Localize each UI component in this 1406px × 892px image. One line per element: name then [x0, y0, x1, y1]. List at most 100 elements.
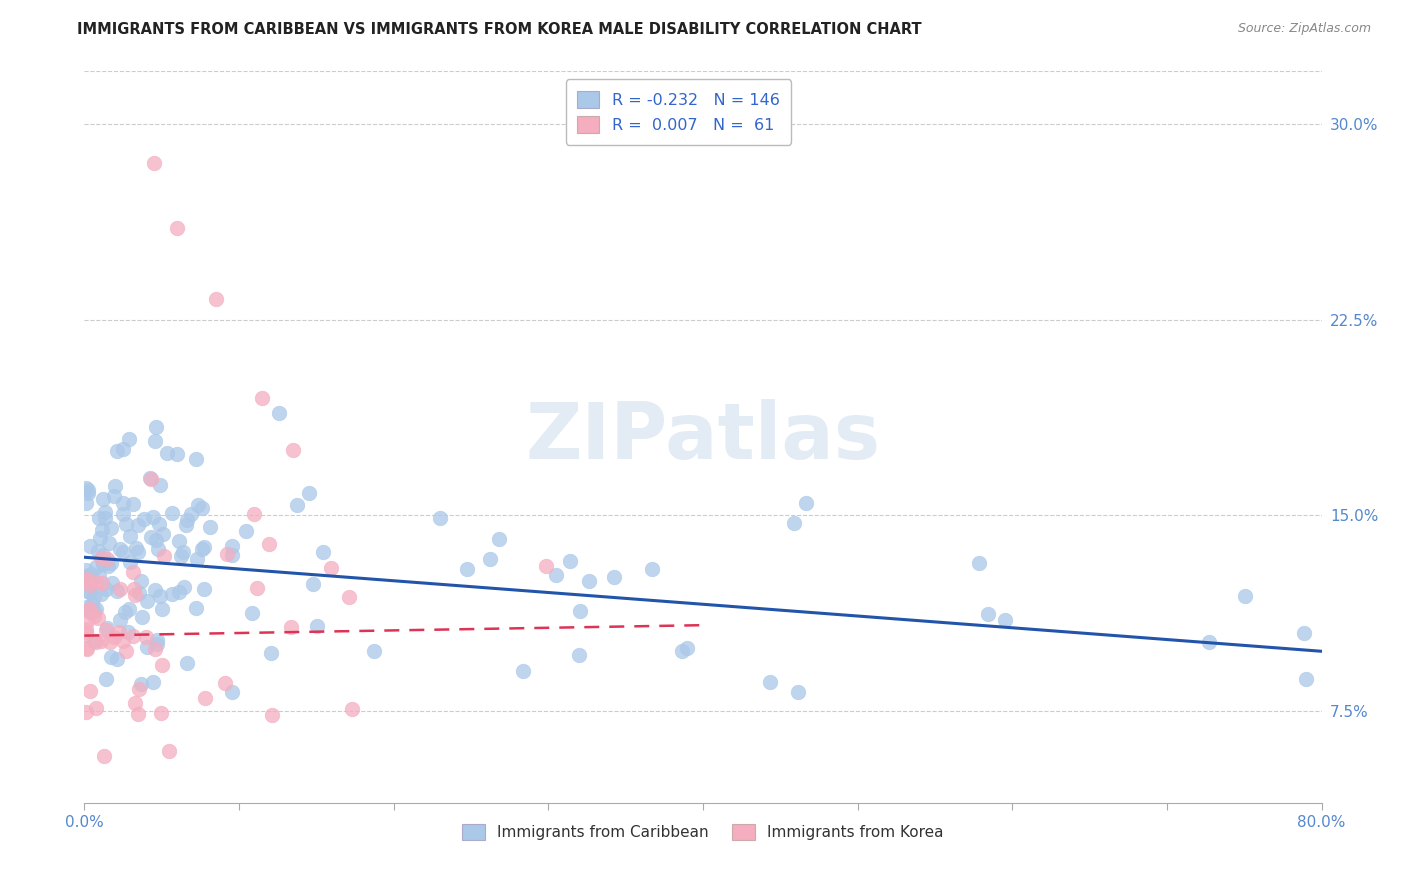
Point: [87, 544, 110, 558]
Point: [83, 591, 105, 605]
Point: [75, 628, 97, 642]
Text: IMMIGRANTS FROM CARIBBEAN VS IMMIGRANTS FROM KOREA MALE DISABILITY CORRELATION C: IMMIGRANTS FROM CARIBBEAN VS IMMIGRANTS …: [77, 22, 922, 37]
Point: [340, 702, 363, 716]
Text: ZIPatlas: ZIPatlas: [526, 399, 880, 475]
Point: [76, 584, 98, 599]
Point: [91, 523, 114, 537]
Point: [112, 545, 135, 559]
Point: [80, 597, 103, 611]
Point: [77, 485, 100, 500]
Point: [215, 547, 238, 561]
Text: Source: ZipAtlas.com: Source: ZipAtlas.com: [1237, 22, 1371, 36]
Point: [301, 576, 323, 591]
Point: [173, 580, 195, 594]
Point: [337, 591, 360, 605]
Point: [160, 587, 183, 601]
Point: [101, 576, 124, 591]
Point: [83, 608, 105, 623]
Point: [139, 530, 162, 544]
Point: [257, 537, 280, 551]
Point: [260, 646, 283, 660]
Point: [150, 601, 173, 615]
Point: [94, 505, 117, 519]
Point: [794, 496, 817, 510]
Point: [111, 634, 134, 648]
Point: [111, 442, 134, 457]
Point: [90, 633, 112, 648]
Point: [100, 521, 122, 535]
Point: [534, 558, 557, 573]
Point: [114, 605, 136, 619]
Point: [205, 292, 228, 306]
Point: [312, 545, 335, 559]
Point: [186, 551, 208, 566]
Point: [94, 511, 117, 525]
Point: [91, 491, 114, 506]
Point: [103, 479, 125, 493]
Point: [160, 506, 183, 520]
Point: [512, 664, 534, 678]
Point: [79, 575, 101, 590]
Point: [105, 443, 128, 458]
Point: [115, 517, 138, 532]
Point: [79, 584, 101, 599]
Point: [89, 511, 111, 525]
Point: [108, 542, 131, 557]
Point: [198, 519, 221, 533]
Point: [91, 556, 114, 570]
Point: [143, 434, 166, 449]
Point: [641, 561, 664, 575]
Point: [91, 557, 114, 571]
Point: [671, 644, 693, 658]
Point: [569, 604, 592, 618]
Point: [108, 582, 131, 596]
Point: [172, 545, 194, 559]
Point: [75, 568, 97, 582]
Point: [117, 624, 139, 639]
Point: [129, 574, 152, 588]
Point: [184, 601, 207, 615]
Point: [100, 556, 122, 570]
Point: [142, 509, 165, 524]
Point: [97, 559, 120, 574]
Point: [103, 489, 125, 503]
Point: [260, 707, 283, 722]
Point: [75, 574, 97, 588]
Point: [977, 607, 1000, 621]
Point: [307, 618, 329, 632]
Point: [145, 533, 167, 547]
Point: [90, 550, 112, 565]
Point: [75, 563, 97, 577]
Point: [170, 549, 193, 563]
Point: [603, 569, 626, 583]
Point: [787, 685, 810, 699]
Point: [221, 548, 243, 562]
Point: [267, 406, 290, 420]
Point: [135, 594, 157, 608]
Point: [105, 584, 128, 599]
Point: [558, 554, 581, 568]
Point: [108, 624, 131, 639]
Point: [118, 528, 141, 542]
Point: [298, 485, 321, 500]
Point: [1198, 635, 1220, 649]
Point: [783, 516, 806, 531]
Point: [103, 631, 125, 645]
Point: [153, 549, 176, 563]
Point: [121, 565, 143, 579]
Point: [122, 582, 145, 597]
Point: [75, 622, 97, 636]
Point: [77, 483, 100, 497]
Point: [94, 623, 117, 637]
Point: [84, 602, 107, 616]
Point: [176, 657, 198, 671]
Point: [121, 629, 143, 643]
Point: [79, 602, 101, 616]
Point: [94, 672, 117, 686]
Point: [138, 471, 160, 485]
Point: [127, 545, 149, 559]
Point: [242, 508, 264, 522]
Point: [93, 749, 115, 764]
Point: [79, 605, 101, 619]
Point: [89, 568, 111, 582]
